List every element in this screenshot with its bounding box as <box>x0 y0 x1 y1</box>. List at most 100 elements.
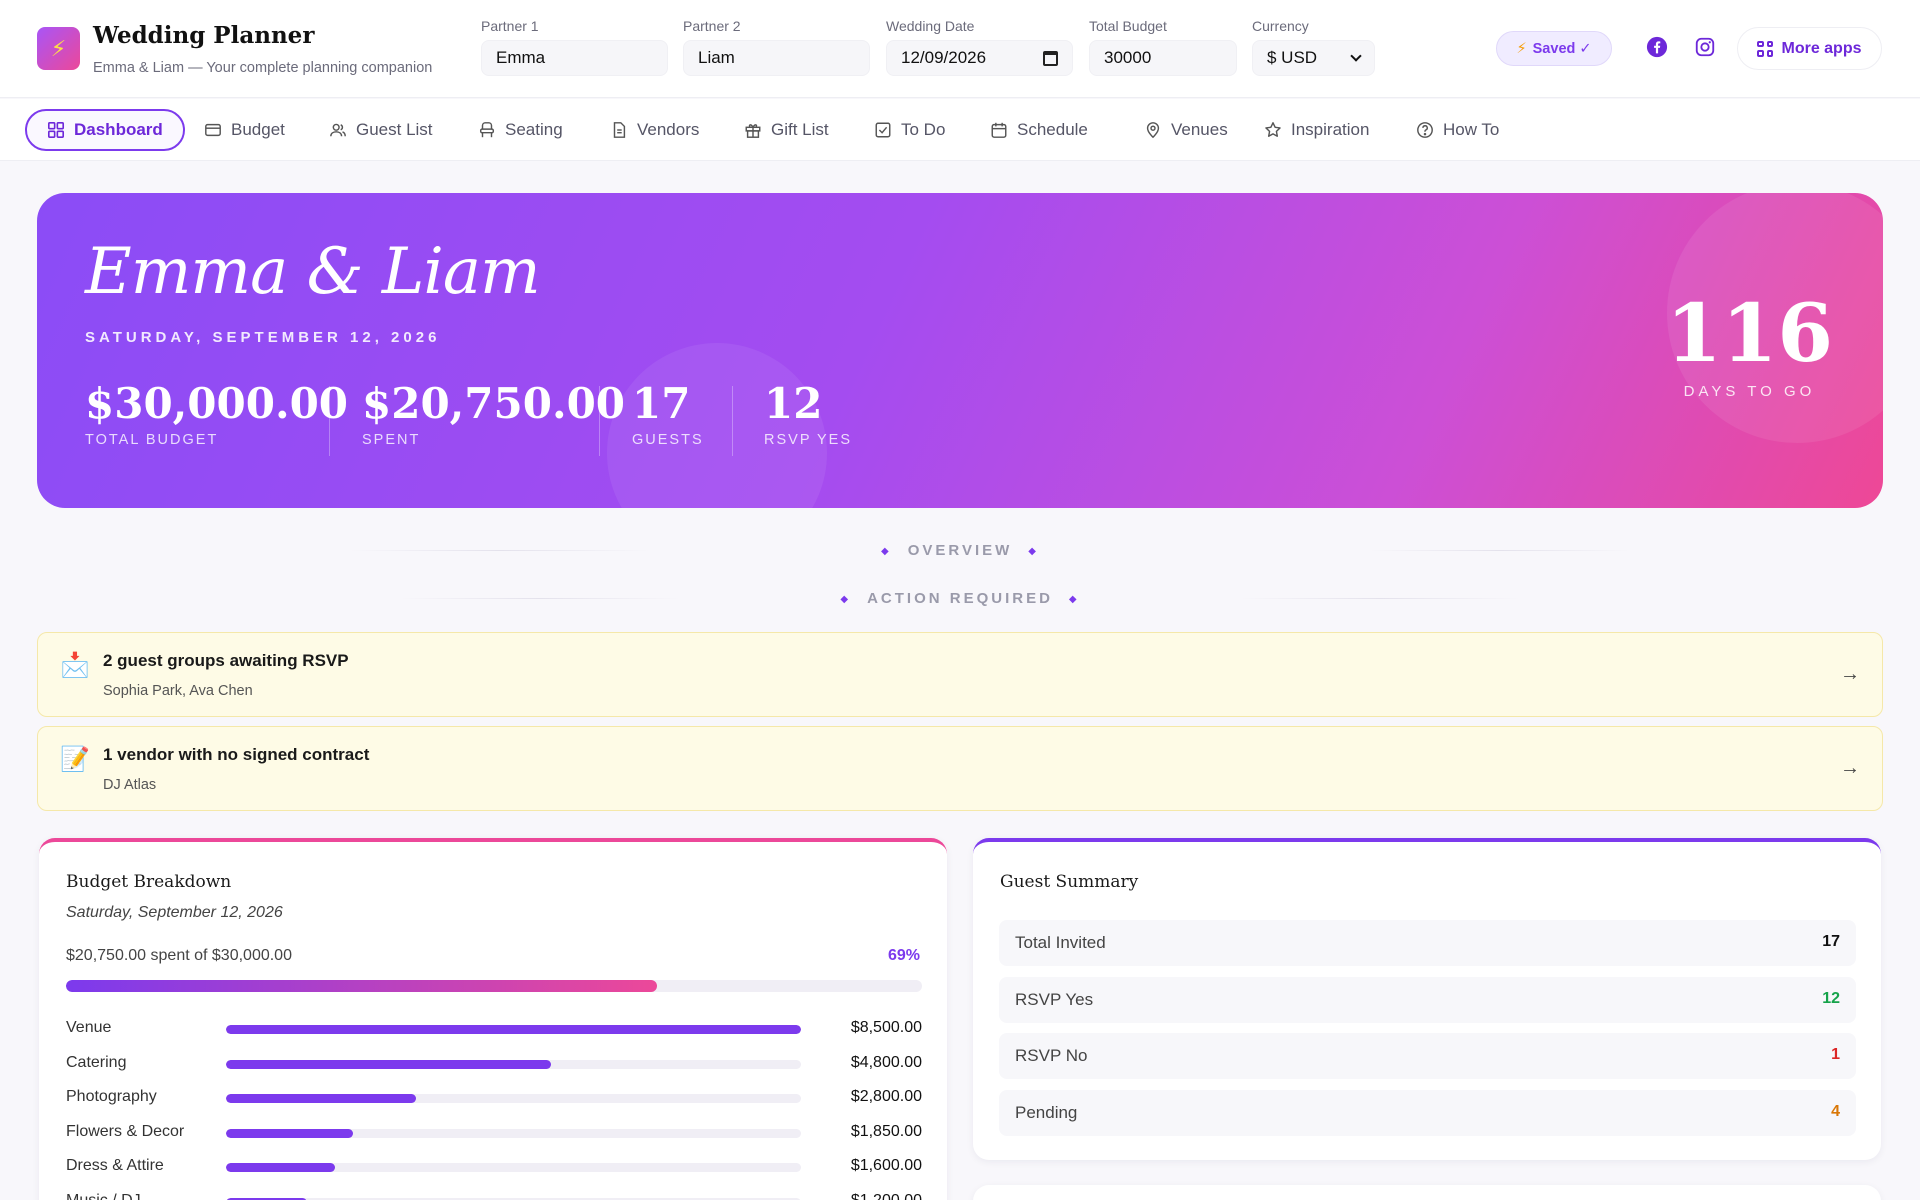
calendar-picker-icon[interactable] <box>1043 50 1058 66</box>
facebook-icon[interactable] <box>1646 36 1668 58</box>
diamond-icon: ◆ <box>1028 545 1039 557</box>
budget-category-name: Photography <box>66 1088 157 1105</box>
more-apps-button[interactable]: More apps <box>1737 27 1882 70</box>
stat-guests-value: 17 <box>632 379 691 428</box>
budget-category-track <box>226 1163 801 1172</box>
partner2-value: Liam <box>698 48 735 67</box>
calendar-icon <box>991 122 1007 138</box>
budget-category-row: Flowers & Decor $1,850.00 <box>66 1121 922 1145</box>
gift-icon <box>745 124 761 138</box>
alert-vendor-contract[interactable]: 📝 1 vendor with no signed contract DJ At… <box>37 726 1883 811</box>
more-apps-label: More apps <box>1781 39 1862 57</box>
tab-guest-list[interactable]: Guest List <box>309 109 453 151</box>
tab-gift-list-label: Gift List <box>771 120 829 139</box>
guest-card-title: Guest Summary <box>1000 872 1139 892</box>
total-budget-input[interactable]: 30000 <box>1089 40 1237 76</box>
stat-total-budget-label: TOTAL BUDGET <box>85 432 219 448</box>
wedding-date-input[interactable]: 12/09/2026 <box>886 40 1073 76</box>
tab-guest-list-label: Guest List <box>356 120 433 139</box>
stat-rsvp-yes-label: RSVP YES <box>764 432 853 448</box>
tab-budget[interactable]: Budget <box>184 109 305 151</box>
budget-category-amount: $8,500.00 <box>850 1019 922 1036</box>
stat-total-budget: $30,000.00 TOTAL BUDGET <box>85 379 348 448</box>
arrow-right-icon[interactable]: → <box>1840 663 1860 685</box>
guest-summary-value: 4 <box>1831 1102 1840 1120</box>
guest-summary-value: 12 <box>1822 989 1840 1007</box>
help-icon <box>1417 122 1433 138</box>
stat-divider <box>732 386 733 456</box>
stat-guests-label: GUESTS <box>632 432 704 448</box>
budget-card-subtitle: Saturday, September 12, 2026 <box>66 904 283 921</box>
budget-category-track <box>226 1025 801 1034</box>
budget-category-row: Photography $2,800.00 <box>66 1086 922 1110</box>
tab-venues[interactable]: Venues <box>1124 109 1248 151</box>
tab-to-do[interactable]: To Do <box>854 109 965 151</box>
stat-total-budget-value: $30,000.00 <box>85 379 349 428</box>
tab-seating[interactable]: Seating <box>458 109 583 151</box>
budget-category-amount: $1,200.00 <box>850 1191 922 1200</box>
alert-rsvp-pending[interactable]: 📩 2 guest groups awaiting RSVP Sophia Pa… <box>37 632 1883 717</box>
bolt-icon: ⚡ <box>1516 40 1527 57</box>
stat-rsvp-yes: 12 RSVP YES <box>764 379 852 448</box>
wedding-date-display: SATURDAY, SEPTEMBER 12, 2026 <box>85 329 441 346</box>
memo-icon: 📝 <box>60 746 90 773</box>
top-header: ⚡ Wedding Planner Emma & Liam — Your com… <box>0 0 1920 98</box>
tab-schedule-label: Schedule <box>1017 120 1088 139</box>
app-logo-icon: ⚡ <box>37 27 80 70</box>
budget-category-fill <box>226 1025 801 1034</box>
section-action-required: ◆ ACTION REQUIRED ◆ <box>0 590 1920 607</box>
partner2-input[interactable]: Liam <box>683 40 870 76</box>
budget-category-fill <box>226 1128 353 1138</box>
partner1-value: Emma <box>496 48 546 67</box>
tab-seating-label: Seating <box>505 120 563 139</box>
budget-category-amount: $4,800.00 <box>850 1053 922 1071</box>
guest-summary-row: RSVP Yes 12 <box>999 976 1856 1023</box>
alert-detail: Sophia Park, Ava Chen <box>103 683 253 699</box>
section-overview-label: OVERVIEW <box>907 542 1013 559</box>
guest-summary-value: 17 <box>1822 933 1840 950</box>
tab-schedule[interactable]: Schedule <box>970 109 1108 151</box>
currency-select[interactable]: $ USD <box>1252 40 1375 76</box>
stat-divider <box>599 386 600 456</box>
partner1-input[interactable]: Emma <box>481 40 668 76</box>
tab-vendors[interactable]: Vendors <box>590 109 719 151</box>
alert-title: 1 vendor with no signed contract <box>103 745 370 764</box>
guest-summary-label: Total Invited <box>1015 933 1106 952</box>
diamond-icon: ◆ <box>1068 593 1080 605</box>
stat-spent-value: $20,750.00 <box>362 379 626 428</box>
budget-progress-track <box>66 980 922 992</box>
saved-status-badge: ⚡ Saved ✓ <box>1496 31 1612 66</box>
stat-spent: $20,750.00 SPENT <box>362 379 625 448</box>
users-icon <box>330 123 346 137</box>
section-rule <box>1370 550 1630 551</box>
pin-icon <box>1146 122 1160 139</box>
decorative-circle <box>1667 193 1883 443</box>
partner1-label: Partner 1 <box>481 18 539 34</box>
diamond-icon: ◆ <box>840 593 852 605</box>
partner2-field: Partner 2 Liam <box>683 18 870 76</box>
budget-card-title: Budget Breakdown <box>66 872 232 892</box>
budget-category-name: Venue <box>66 1019 112 1036</box>
tab-dashboard[interactable]: Dashboard <box>25 109 185 151</box>
total-budget-label: Total Budget <box>1089 18 1167 34</box>
arrow-right-icon[interactable]: → <box>1840 757 1860 779</box>
hero-banner: Emma & Liam SATURDAY, SEPTEMBER 12, 2026… <box>37 193 1883 508</box>
diamond-icon: ◆ <box>881 545 892 557</box>
budget-category-name: Music / DJ <box>66 1191 141 1200</box>
budget-category-track <box>226 1094 801 1103</box>
chevron-down-icon <box>1350 50 1362 62</box>
budget-progress-fill <box>66 980 657 992</box>
tab-to-do-label: To Do <box>901 120 946 139</box>
instagram-icon[interactable] <box>1694 36 1716 58</box>
budget-category-track <box>226 1059 801 1069</box>
tab-how-to[interactable]: How To <box>1396 109 1519 151</box>
tab-how-to-label: How To <box>1443 120 1500 139</box>
tab-inspiration[interactable]: Inspiration <box>1244 109 1389 151</box>
tab-gift-list[interactable]: Gift List <box>724 109 849 151</box>
budget-category-amount: $1,850.00 <box>850 1122 922 1140</box>
app-subtitle: Emma & Liam — Your complete planning com… <box>93 60 433 76</box>
main-nav: Dashboard Budget Guest List Seating Vend… <box>0 99 1920 161</box>
partner1-field: Partner 1 Emma <box>481 18 668 76</box>
budget-category-track <box>226 1197 801 1200</box>
budget-category-row: Dress & Attire $1,600.00 <box>66 1155 922 1179</box>
